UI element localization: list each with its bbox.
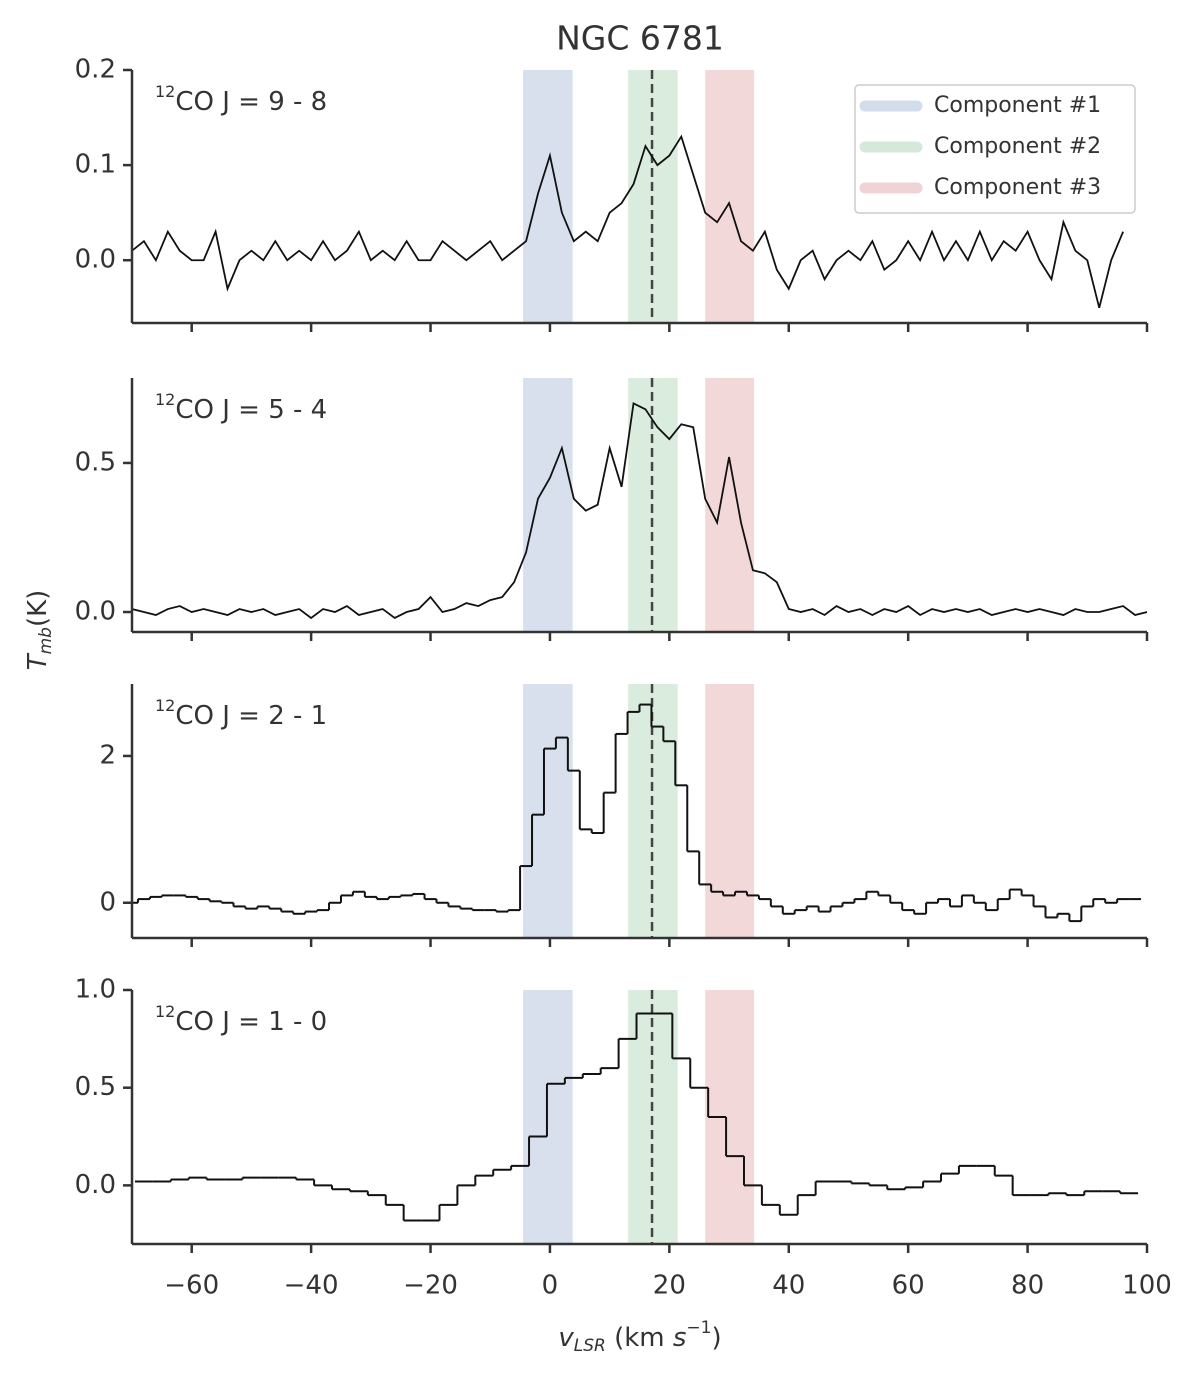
label-part: s <box>673 1323 687 1353</box>
y-tick-label: 2 <box>99 740 116 770</box>
label-text: CO J = 2 - 1 <box>175 701 327 731</box>
x-tick-label: 0 <box>542 1271 559 1301</box>
label-part: (K) <box>23 590 53 627</box>
label-text: CO J = 5 - 4 <box>175 395 327 425</box>
y-tick-label: 0.1 <box>75 150 116 180</box>
component-band <box>523 70 573 323</box>
component-band <box>523 684 573 938</box>
label-superscript: 12 <box>155 1002 175 1021</box>
x-tick-label: 100 <box>1122 1271 1172 1301</box>
label-part: LSR <box>574 1336 606 1356</box>
label-part: v <box>558 1323 574 1353</box>
legend-label: Component #1 <box>934 93 1101 118</box>
y-tick-label: 1.0 <box>75 975 116 1005</box>
y-tick-label: 0 <box>99 887 116 917</box>
spectrum <box>134 1012 1139 1222</box>
panel-label: 12CO J = 5 - 4 <box>155 390 327 425</box>
chart-title: NGC 6781 <box>556 19 724 58</box>
y-axis-label: Tmb(K) <box>23 590 57 671</box>
x-tick-label: 80 <box>1011 1271 1044 1301</box>
component-band <box>523 378 573 632</box>
label-part: ) <box>711 1323 721 1353</box>
component-band <box>705 70 755 323</box>
y-tick-label: 0.0 <box>75 597 116 627</box>
spectrum <box>132 703 1142 923</box>
legend-box <box>854 84 1136 214</box>
x-tick-label: 60 <box>892 1271 925 1301</box>
x-tick-label: −20 <box>403 1271 458 1301</box>
y-tick-label: 0.5 <box>75 447 116 477</box>
legend-label: Component #2 <box>934 134 1101 159</box>
component-band <box>705 684 755 938</box>
panel-label: 12CO J = 9 - 8 <box>155 82 327 117</box>
spectrum <box>132 134 1124 309</box>
x-tick-label: 20 <box>653 1271 686 1301</box>
y-tick-label: 0.0 <box>75 245 116 275</box>
spectrum <box>132 401 1147 620</box>
label-superscript: 12 <box>155 82 175 101</box>
label-superscript: 12 <box>155 696 175 715</box>
label-superscript: 12 <box>155 390 175 409</box>
x-tick-label: −40 <box>284 1271 339 1301</box>
component-band <box>705 378 755 632</box>
spectrum-line <box>132 401 1147 620</box>
panel-label: 12CO J = 1 - 0 <box>155 1002 327 1037</box>
label-text: CO J = 1 - 0 <box>175 1007 327 1037</box>
x-tick-label: −60 <box>164 1271 219 1301</box>
label-part: mb <box>36 627 56 654</box>
label-text: CO J = 9 - 8 <box>175 87 327 117</box>
y-tick-label: 0.0 <box>75 1170 116 1200</box>
label-part: (km <box>606 1323 673 1353</box>
panel-label: 12CO J = 2 - 1 <box>155 696 327 731</box>
label-part: T <box>23 652 53 670</box>
y-tick-label: 0.2 <box>75 55 116 85</box>
x-tick-label: 40 <box>772 1271 805 1301</box>
x-axis-label: vLSR (km s−1) <box>558 1318 721 1356</box>
spectrum-line <box>132 134 1124 309</box>
y-tick-label: 0.5 <box>75 1072 116 1102</box>
legend-label: Component #3 <box>934 175 1101 200</box>
label-part: −1 <box>686 1318 711 1338</box>
